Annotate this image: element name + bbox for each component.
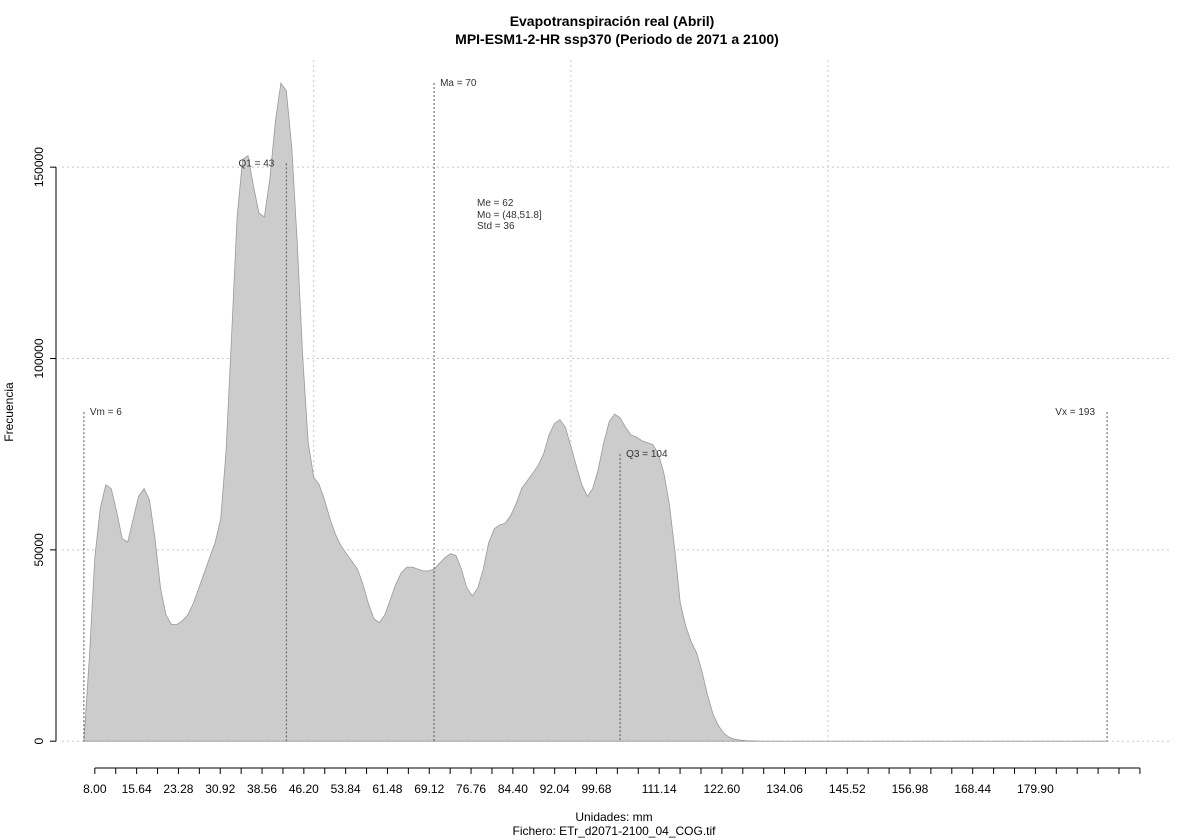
y-tick-label: 50000 [32, 533, 46, 567]
x-tick-label: 30.92 [205, 782, 235, 796]
x-tick-label: 134.06 [766, 782, 803, 796]
x-tick-label: 23.28 [163, 782, 193, 796]
marker-label: Q3 = 104 [626, 449, 668, 460]
area-layer [83, 81, 1108, 742]
x-tick-label: 61.48 [372, 782, 402, 796]
grid-lines [62, 60, 1170, 742]
x-tick-label: 145.52 [829, 782, 866, 796]
x-tick-label: 122.60 [704, 782, 741, 796]
y-ticks: 0 50000 100000 150000 [32, 147, 56, 745]
x-tick-label: 99.68 [581, 782, 611, 796]
file-name-caption: Fichero: ETr_d2071-2100_04_COG.tif [513, 824, 717, 838]
x-tick-label: 53.84 [331, 782, 361, 796]
x-tick-label: 8.00 [83, 782, 107, 796]
marker-lines: Vm = 6 Q1 = 43 Ma = 70 Q3 = 104 Vx = 193 [83, 78, 1108, 742]
x-tick-label: 84.40 [498, 782, 528, 796]
chart-title: Evapotranspiración real (Abril) [510, 13, 715, 29]
marker-label: Vx = 193 [1055, 407, 1095, 418]
y-tick-label: 100000 [32, 338, 46, 378]
x-tick-label: 92.04 [540, 782, 570, 796]
y-tick-label: 0 [32, 738, 46, 745]
x-tick-label: 179.90 [1017, 782, 1054, 796]
marker-label: Vm = 6 [90, 407, 122, 418]
stat-median: Me = 62 [477, 198, 514, 209]
x-tick-label: 46.20 [289, 782, 319, 796]
x-ticks: 8.00 15.64 23.28 30.92 38.56 46.20 53.84 61.48 6… [83, 768, 1141, 796]
frequency-area [83, 81, 1108, 742]
x-tick-label: 76.76 [456, 782, 486, 796]
stat-std: Std = 36 [477, 221, 515, 232]
x-tick-label: 69.12 [414, 782, 444, 796]
x-tick-label: 111.14 [642, 782, 677, 796]
x-axis-label: Unidades: mm [575, 810, 652, 824]
y-tick-label: 150000 [32, 147, 46, 187]
y-axis-label: Frecuencia [2, 382, 16, 442]
chart-subtitle: MPI-ESM1-2-HR ssp370 (Periodo de 2071 a … [455, 31, 779, 47]
stat-mode: Mo = (48,51.8] [477, 210, 542, 221]
x-tick-label: 156.98 [892, 782, 929, 796]
x-tick-label: 38.56 [247, 782, 277, 796]
x-tick-label: 168.44 [954, 782, 991, 796]
x-tick-label: 15.64 [122, 782, 152, 796]
marker-label: Ma = 70 [440, 78, 477, 89]
marker-label: Q1 = 43 [238, 158, 274, 169]
